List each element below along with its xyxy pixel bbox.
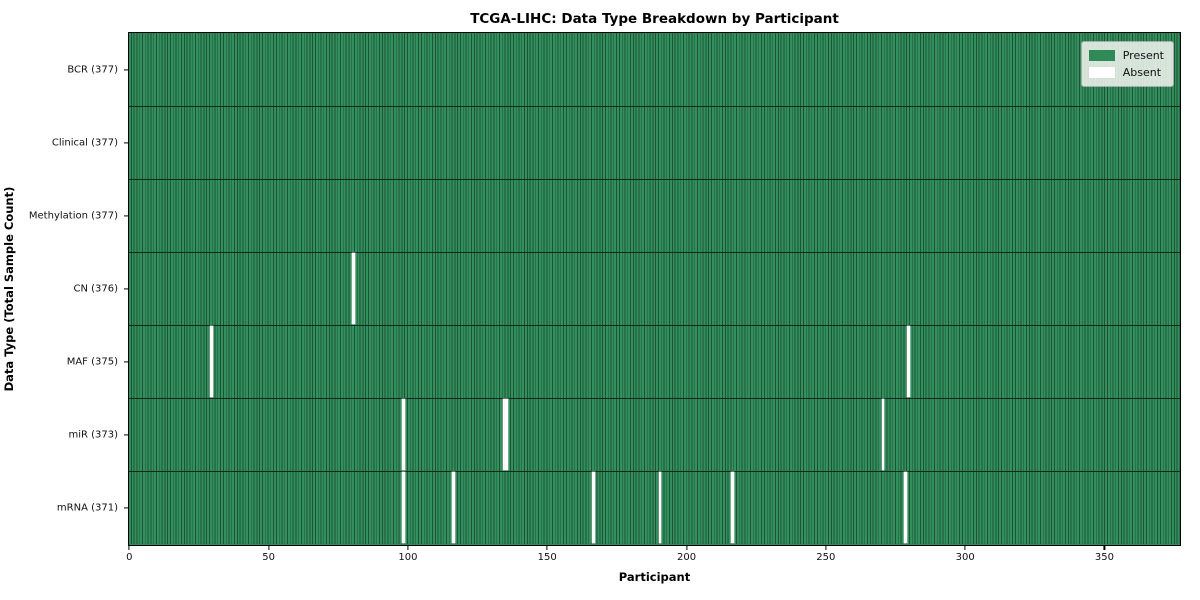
absent-cell-mRNA-216 [731, 472, 734, 544]
y-tick-mark [124, 507, 128, 509]
absent-cell-miR-98 [402, 399, 405, 471]
heatmap-row-miR [129, 398, 1180, 472]
absent-cell-mRNA-190 [658, 472, 662, 544]
y-tick-mark [124, 288, 128, 290]
chart-title: TCGA-LIHC: Data Type Breakdown by Partic… [470, 11, 839, 27]
absent-cell-MAF-279 [906, 326, 910, 398]
x-tick-mark [964, 546, 966, 550]
y-tick-label-Methylation: Methylation (377) [28, 210, 118, 222]
x-tick-mark [407, 546, 409, 550]
present-swatch-icon [1088, 50, 1115, 61]
absent-cell-mRNA-116 [452, 472, 456, 544]
x-tick-label-300: 300 [955, 552, 975, 563]
absent-cell-MAF-29 [209, 326, 213, 398]
x-tick-label-100: 100 [398, 552, 418, 563]
heatmap-row-CN [129, 252, 1180, 326]
y-tick-label-mRNA: mRNA (371) [56, 502, 118, 514]
legend-entry-absent: Absent [1088, 64, 1164, 81]
y-tick-mark [124, 69, 128, 71]
absent-cell-miR-134 [502, 399, 506, 471]
heatmap-row-mRNA [129, 471, 1180, 545]
absent-cell-miR-135 [505, 399, 509, 471]
x-axis-title: Participant [618, 570, 691, 584]
y-tick-mark [124, 361, 128, 363]
y-tick-mark [124, 142, 128, 144]
x-tick-mark [825, 546, 827, 550]
x-tick-label-350: 350 [1094, 552, 1115, 563]
absent-cell-mRNA-166 [591, 472, 595, 544]
y-tick-label-miR: miR (373) [68, 429, 118, 441]
x-tick-mark [685, 546, 688, 550]
y-tick-label-BCR: BCR (377) [67, 64, 118, 76]
heatmap-row-Clinical [129, 106, 1180, 180]
plot-area: Present Absent [128, 32, 1181, 546]
absent-cell-mRNA-278 [904, 472, 907, 544]
legend-entry-present: Present [1088, 47, 1164, 64]
heatmap-row-MAF [129, 325, 1180, 399]
absent-cell-miR-270 [881, 399, 885, 471]
y-tick-mark [124, 434, 128, 436]
x-tick-label-0: 0 [126, 552, 133, 563]
x-tick-mark [128, 546, 130, 550]
legend-present-label: Present [1122, 49, 1164, 62]
heatmap-row-Methylation [129, 179, 1180, 253]
y-tick-label-MAF: MAF (375) [66, 356, 118, 368]
legend: Present Absent [1080, 41, 1174, 87]
x-tick-mark [546, 546, 548, 550]
x-tick-mark [1103, 546, 1106, 550]
x-tick-label-150: 150 [537, 552, 557, 563]
x-tick-label-250: 250 [816, 552, 836, 563]
absent-cell-CN-80 [352, 253, 355, 325]
x-tick-mark [268, 546, 270, 550]
heatmap-row-BCR [129, 33, 1180, 107]
x-tick-label-200: 200 [676, 552, 697, 563]
y-tick-label-Clinical: Clinical (377) [51, 137, 118, 149]
x-tick-label-50: 50 [262, 552, 275, 563]
y-tick-mark [124, 215, 128, 217]
absent-cell-mRNA-98 [402, 472, 405, 544]
y-tick-label-CN: CN (376) [73, 283, 118, 295]
absent-swatch-icon [1088, 67, 1115, 78]
legend-absent-label: Absent [1122, 66, 1162, 79]
